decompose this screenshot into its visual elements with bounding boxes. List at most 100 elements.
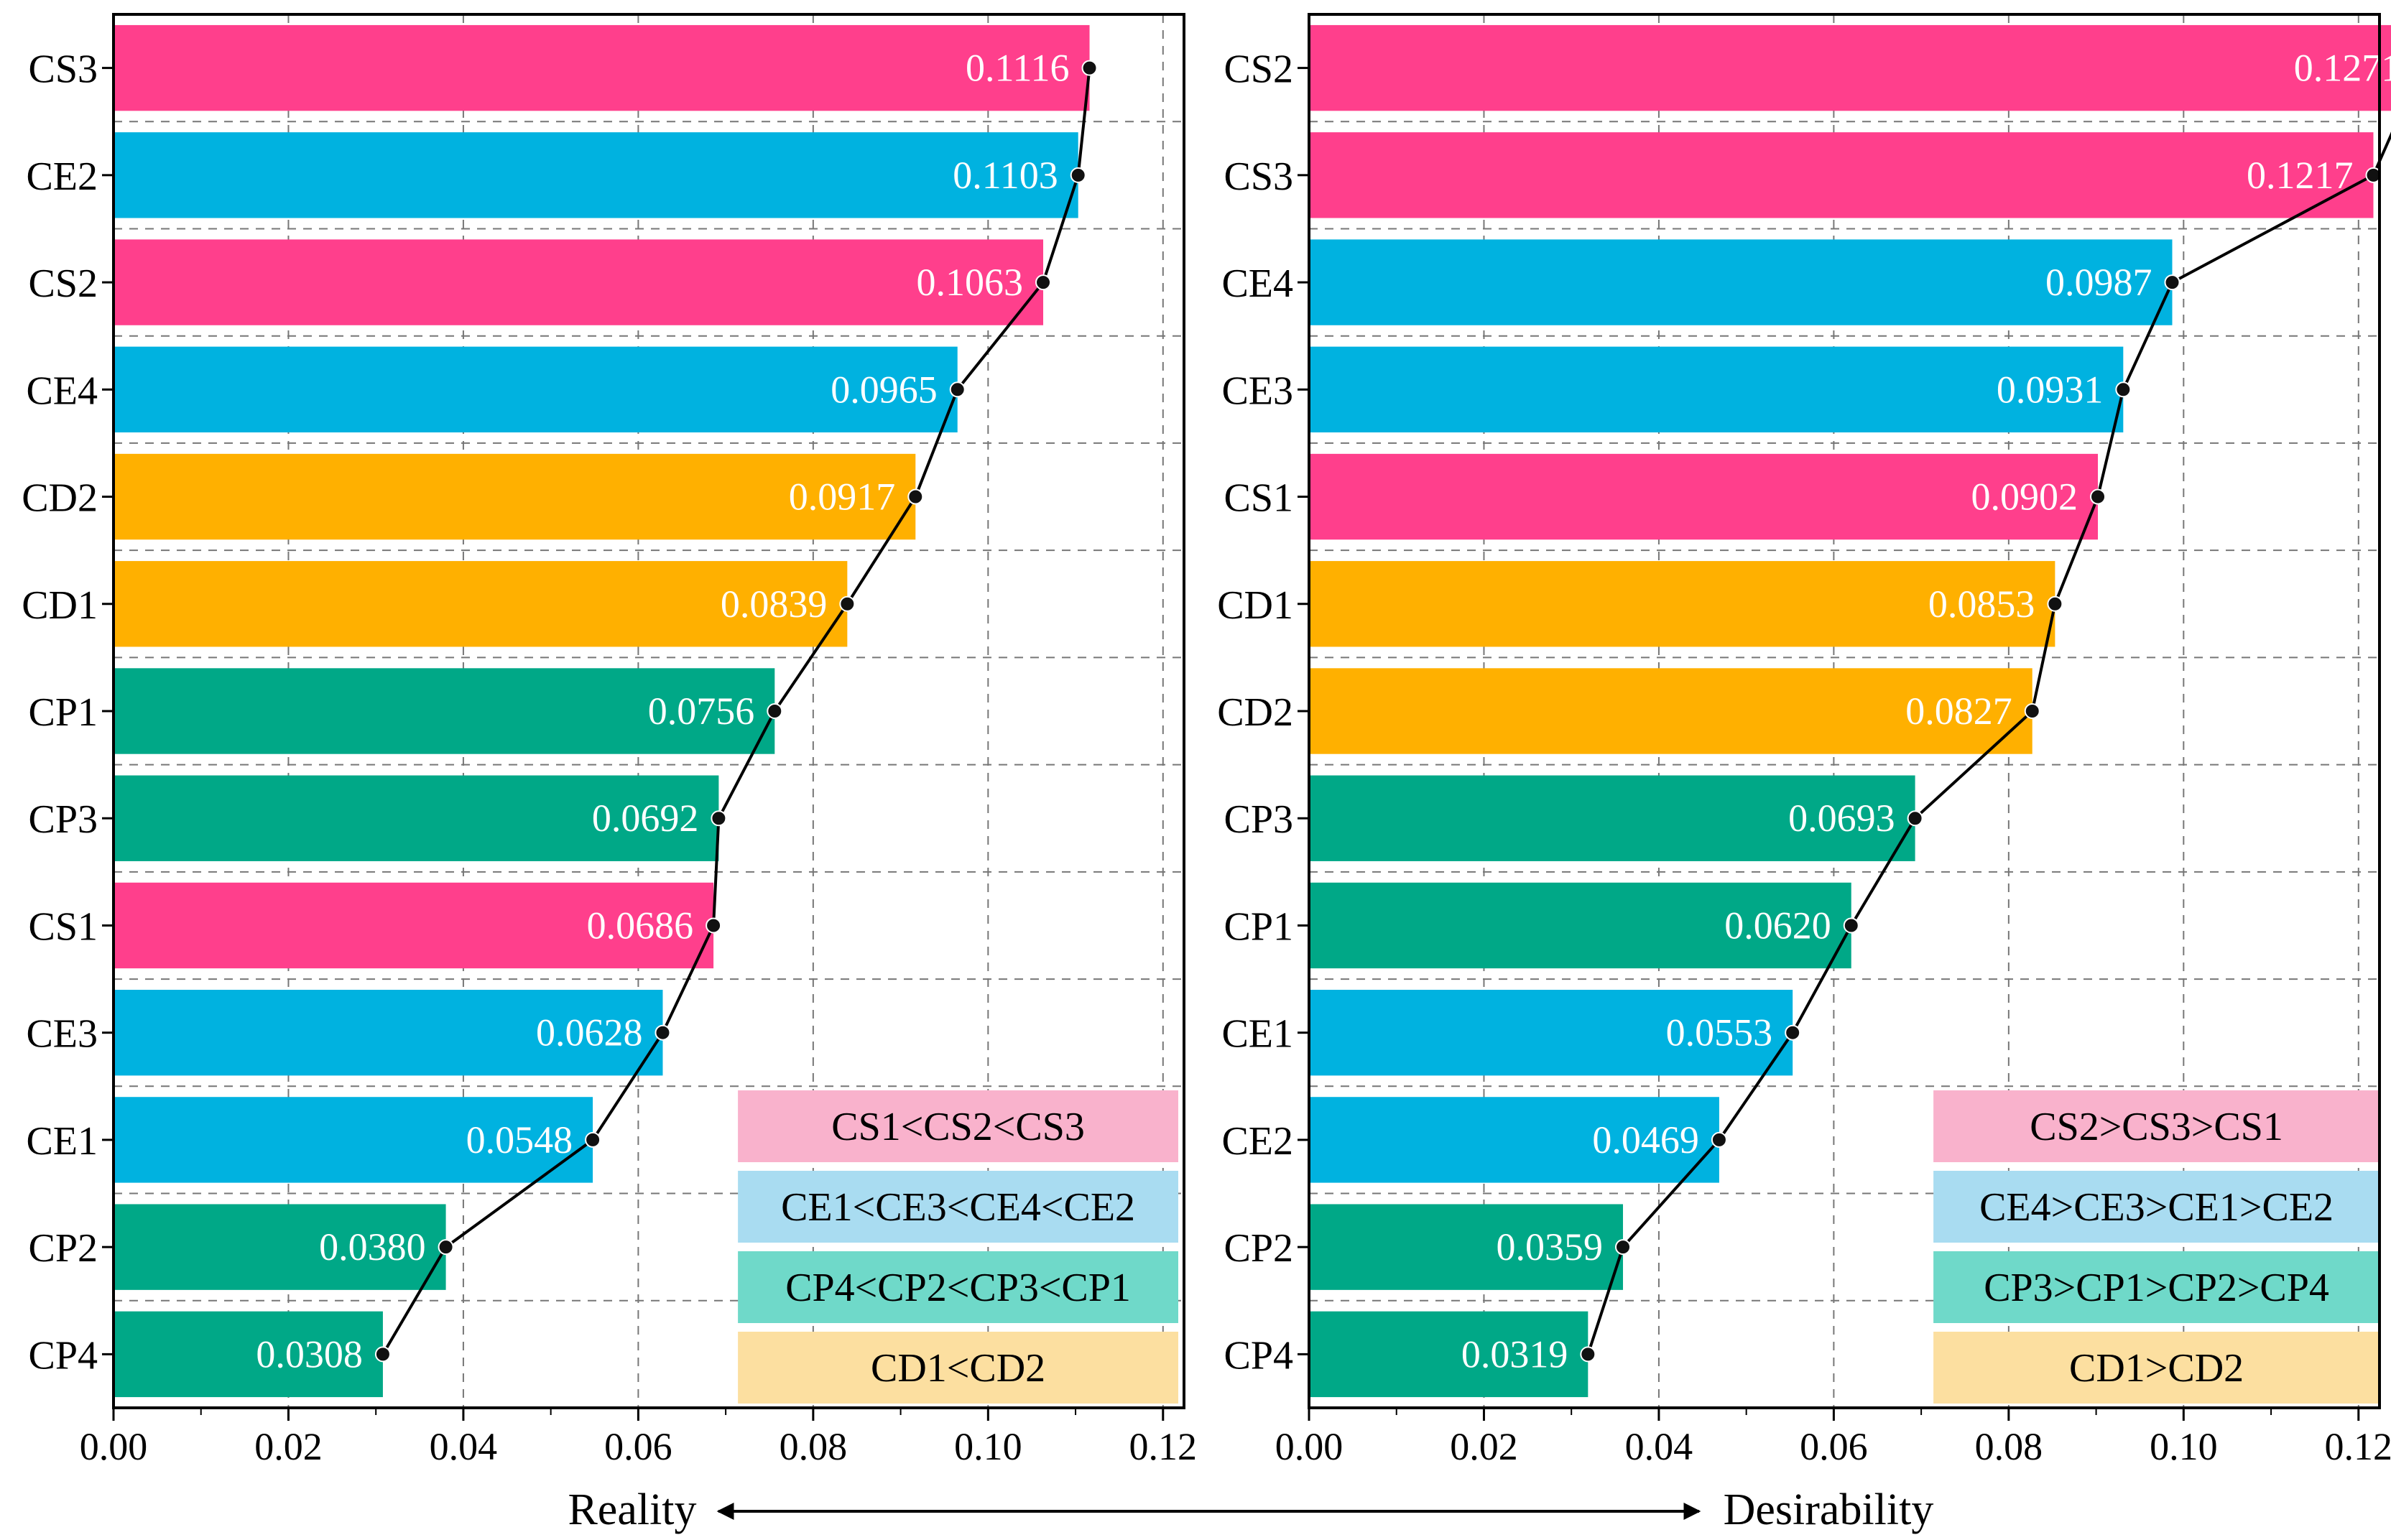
point-cp4 xyxy=(1580,1346,1596,1363)
point-ce1 xyxy=(1785,1024,1801,1041)
value-label-cs2: 0.1271 xyxy=(2294,47,2391,90)
value-label-ce1: 0.0553 xyxy=(1666,1011,1773,1054)
bar-cs3[interactable] xyxy=(1309,132,2374,218)
value-label-cs1: 0.0902 xyxy=(1971,476,2078,519)
value-label-cp4: 0.0308 xyxy=(256,1332,363,1376)
ranking-text-cp: CP3>CP1>CP2>CP4 xyxy=(1984,1266,2329,1310)
value-label-cp3: 0.0693 xyxy=(1788,797,1895,840)
category-label-ce4: CE4 xyxy=(1221,261,1293,306)
category-label-cs3: CS3 xyxy=(1224,154,1294,199)
value-label-cp1: 0.0620 xyxy=(1724,904,1831,947)
category-label-cp1: CP1 xyxy=(1224,904,1294,949)
ranking-box-ce xyxy=(1933,1171,2380,1243)
point-ce2 xyxy=(1070,167,1086,183)
bar-cs2[interactable] xyxy=(1309,24,2391,111)
bar-cs1[interactable] xyxy=(1309,453,2099,540)
category-label-cd1: CD1 xyxy=(22,583,98,628)
x-tick-label: 0.12 xyxy=(1129,1425,1198,1468)
point-ce3 xyxy=(2115,381,2132,398)
bar-cd2[interactable] xyxy=(1309,668,2032,754)
x-tick-label: 0.00 xyxy=(1275,1425,1344,1468)
bar-cp2[interactable] xyxy=(1309,1204,1624,1290)
bar-cd1[interactable] xyxy=(1309,561,2055,647)
category-label-cs2: CS2 xyxy=(29,261,98,306)
value-label-cp1: 0.0756 xyxy=(648,690,755,733)
bar-cp3[interactable] xyxy=(1309,775,1915,861)
bar-cp1[interactable] xyxy=(1309,882,1851,969)
ranking-text-ce: CE4>CE3>CE1>CE2 xyxy=(1979,1185,2334,1230)
category-label-cs1: CS1 xyxy=(1224,476,1294,521)
ranking-text-ce: CE1<CE3<CE4<CE2 xyxy=(781,1185,1135,1230)
category-label-ce2: CE2 xyxy=(1221,1119,1293,1164)
ranking-box-cd xyxy=(1933,1332,2380,1404)
point-cd1 xyxy=(839,595,856,612)
bar-cp4[interactable] xyxy=(1309,1311,1588,1398)
bar-cp1[interactable] xyxy=(114,668,775,754)
value-label-ce3: 0.0931 xyxy=(1997,368,2104,411)
point-cp2 xyxy=(1615,1239,1632,1256)
ranking-box-cp xyxy=(1933,1251,2380,1323)
category-label-cp1: CP1 xyxy=(29,690,98,735)
point-cp1 xyxy=(1843,917,1859,934)
ranking-box-ce xyxy=(738,1171,1178,1243)
bar-ce4[interactable] xyxy=(1309,239,2173,325)
value-label-cs1: 0.0686 xyxy=(587,904,694,947)
point-cs1 xyxy=(2090,488,2106,505)
category-label-cd2: CD2 xyxy=(1217,690,1293,735)
value-label-cp4: 0.0319 xyxy=(1461,1332,1568,1376)
x-tick-label: 0.00 xyxy=(80,1425,148,1468)
axis-title-desirability: Desirability xyxy=(1724,1485,1934,1534)
x-tick-label: 0.10 xyxy=(954,1425,1022,1468)
x-tick-label: 0.04 xyxy=(1625,1425,1693,1468)
value-label-cd1: 0.0853 xyxy=(1928,583,2035,626)
ranking-box-cp xyxy=(738,1251,1178,1323)
bar-cs2[interactable] xyxy=(114,239,1044,325)
x-tick-label: 0.02 xyxy=(1450,1425,1518,1468)
point-cp2 xyxy=(438,1239,454,1256)
bar-cd1[interactable] xyxy=(114,561,848,647)
point-ce3 xyxy=(655,1024,671,1041)
category-label-ce3: CE3 xyxy=(1221,368,1293,413)
bar-cd2[interactable] xyxy=(114,453,916,540)
bar-ce2[interactable] xyxy=(114,132,1078,218)
bar-cp3[interactable] xyxy=(114,775,719,861)
x-tick-label: 0.06 xyxy=(1800,1425,1868,1468)
ranking-text-cd: CD1>CD2 xyxy=(2069,1346,2244,1391)
x-tick-label: 0.08 xyxy=(780,1425,848,1468)
bar-cp2[interactable] xyxy=(114,1204,446,1290)
ranking-box-cd xyxy=(738,1332,1178,1404)
bar-cp4[interactable] xyxy=(114,1311,383,1398)
point-cp3 xyxy=(1907,810,1923,827)
point-cs2 xyxy=(1035,274,1052,291)
bar-ce1[interactable] xyxy=(1309,990,1793,1076)
category-label-ce3: CE3 xyxy=(26,1012,98,1057)
point-ce1 xyxy=(585,1131,601,1148)
value-label-cp3: 0.0692 xyxy=(592,797,699,840)
bar-ce2[interactable] xyxy=(1309,1097,1719,1183)
category-label-ce2: CE2 xyxy=(26,154,98,199)
bar-ce1[interactable] xyxy=(114,1097,593,1183)
x-tick-label: 0.08 xyxy=(1975,1425,2043,1468)
x-tick-label: 0.02 xyxy=(254,1425,323,1468)
category-label-cd1: CD1 xyxy=(1217,583,1293,628)
point-cp1 xyxy=(767,703,783,719)
category-label-cp4: CP4 xyxy=(29,1333,98,1378)
point-cp3 xyxy=(711,810,727,827)
point-cs1 xyxy=(706,917,722,934)
value-label-ce2: 0.1103 xyxy=(953,154,1058,197)
category-label-cp2: CP2 xyxy=(1224,1226,1294,1271)
bar-cs3[interactable] xyxy=(114,24,1090,111)
value-label-cd2: 0.0917 xyxy=(789,476,896,519)
category-label-ce1: CE1 xyxy=(1221,1012,1293,1057)
value-label-ce4: 0.0965 xyxy=(831,368,938,411)
bar-ce3[interactable] xyxy=(1309,346,2124,432)
point-cp4 xyxy=(374,1346,391,1363)
value-label-cd2: 0.0827 xyxy=(1905,690,2012,733)
ranking-text-cs: CS2>CS3>CS1 xyxy=(2030,1105,2283,1149)
value-label-cs3: 0.1116 xyxy=(966,47,1070,90)
bar-cs1[interactable] xyxy=(114,882,714,969)
bar-ce4[interactable] xyxy=(114,346,958,432)
bar-ce3[interactable] xyxy=(114,990,663,1076)
value-label-ce4: 0.0987 xyxy=(2045,261,2152,304)
